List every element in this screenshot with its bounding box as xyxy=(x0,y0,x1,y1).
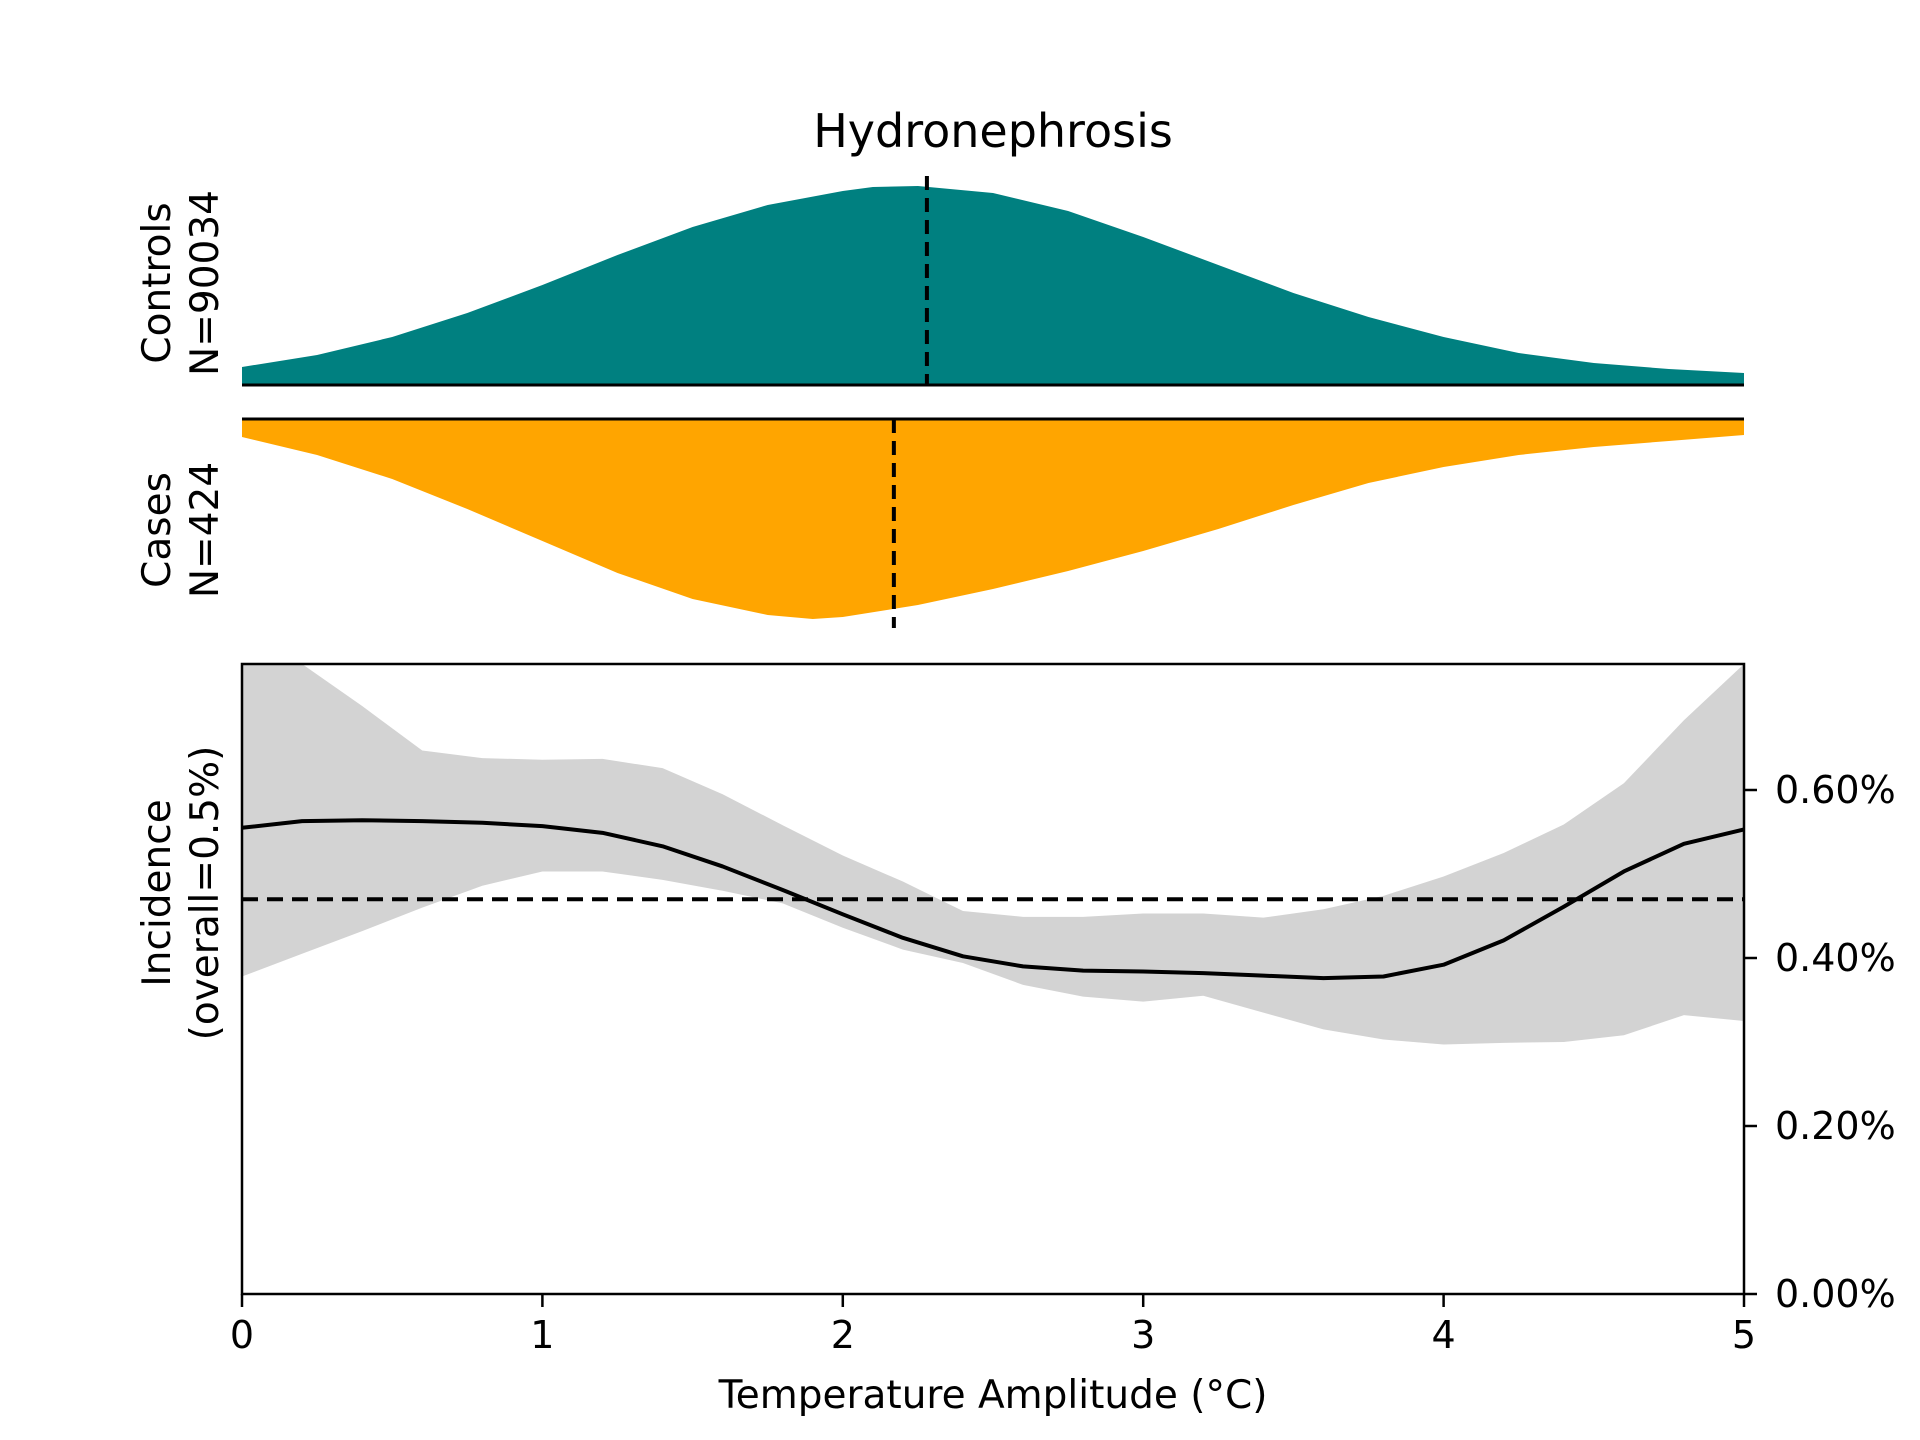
chart-title: Hydronephrosis xyxy=(813,104,1173,158)
x-tick-label: 3 xyxy=(1131,1313,1155,1357)
x-tick-label: 5 xyxy=(1732,1313,1756,1357)
y-tick-label: 0.00% xyxy=(1775,1272,1896,1316)
y-tick-label: 0.20% xyxy=(1775,1104,1896,1148)
cases-label: Cases xyxy=(135,472,180,588)
x-axis: 0 1 2 3 4 5 xyxy=(230,1294,1756,1357)
controls-panel: Controls N=90034 xyxy=(135,176,1744,387)
controls-count: N=90034 xyxy=(183,190,228,376)
incidence-ylabel-overall: (overall=0.5%) xyxy=(183,746,228,1041)
incidence-frame xyxy=(240,662,1746,1296)
x-tick-label: 4 xyxy=(1432,1313,1456,1357)
confidence-band xyxy=(242,664,1744,1045)
controls-density-area xyxy=(242,186,1744,385)
incidence-ylabel: Incidence xyxy=(135,799,180,986)
cases-count: N=424 xyxy=(183,462,228,598)
x-tick-label: 2 xyxy=(831,1313,855,1357)
y-tick-label: 0.40% xyxy=(1775,936,1896,980)
cases-density-area xyxy=(242,419,1744,619)
x-axis-label: Temperature Amplitude (°C) xyxy=(718,1373,1268,1418)
incidence-panel: 0 1 2 3 4 5 0.00% 0.20% 0.40% 0.60% Incidence (o… xyxy=(135,662,1896,1418)
x-tick-label: 0 xyxy=(230,1313,254,1357)
x-tick-label: 1 xyxy=(530,1313,554,1357)
y-tick-label: 0.60% xyxy=(1775,768,1896,812)
y-axis-right: 0.00% 0.20% 0.40% 0.60% xyxy=(1744,768,1896,1316)
controls-label: Controls xyxy=(135,202,180,363)
cases-panel: Cases N=424 xyxy=(135,417,1744,628)
incidence-line xyxy=(241,818,1745,981)
